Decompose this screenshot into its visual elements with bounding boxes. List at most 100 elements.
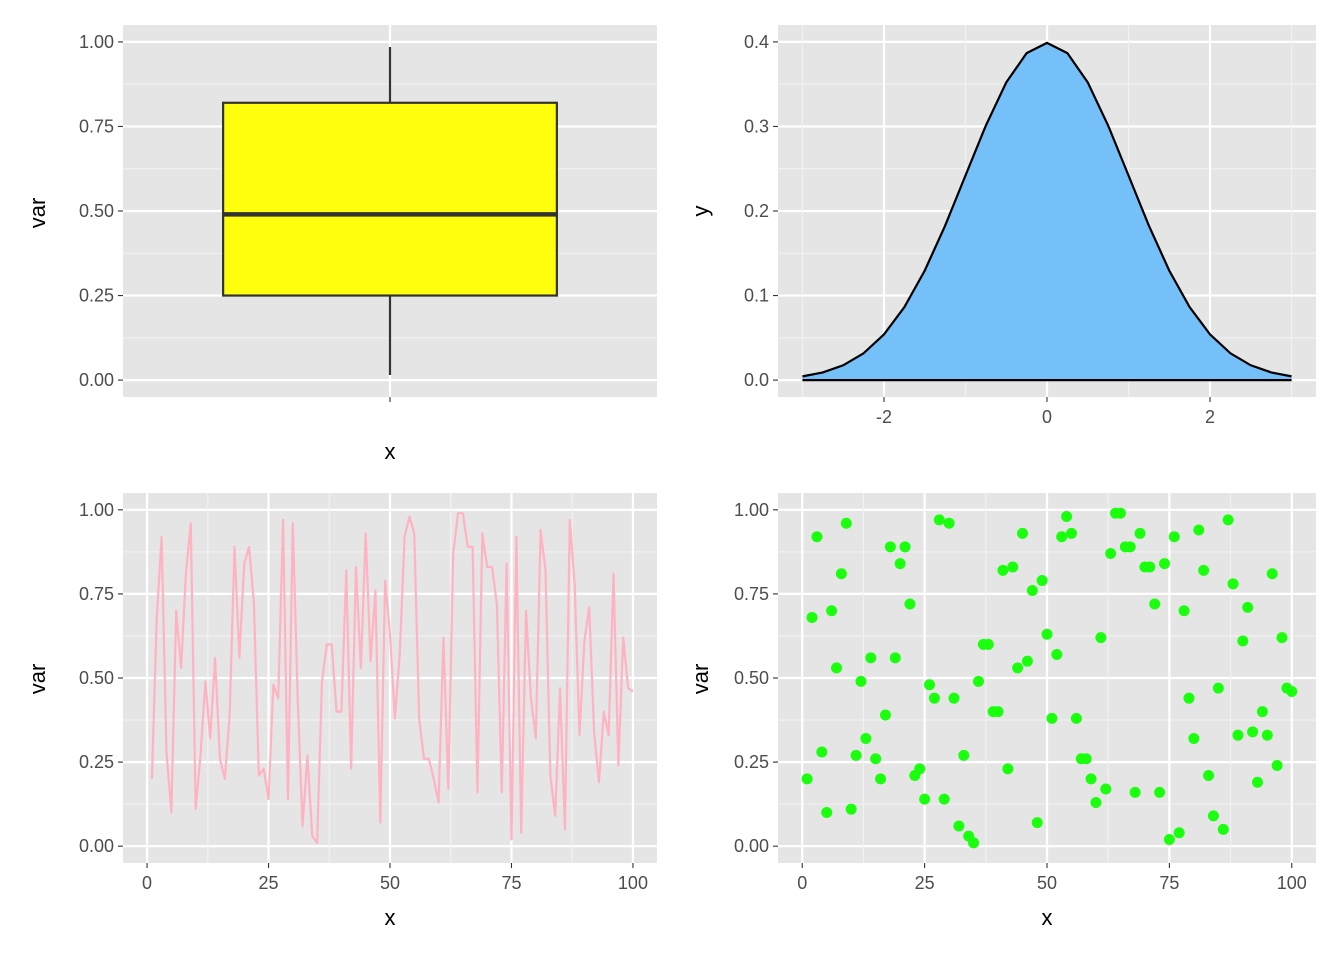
data-point — [850, 749, 862, 761]
x-tick-label: 0 — [1042, 407, 1052, 427]
y-tick-label: 1.00 — [79, 32, 114, 52]
data-point — [1114, 507, 1126, 519]
data-point — [1222, 514, 1234, 526]
x-tick-label: 2 — [1205, 407, 1215, 427]
data-point — [884, 541, 896, 553]
data-point — [1217, 823, 1229, 835]
data-point — [997, 564, 1009, 576]
data-point — [1090, 796, 1102, 808]
y-tick-label: 0.25 — [79, 752, 114, 772]
x-tick-label: 100 — [1277, 873, 1307, 893]
data-point — [1227, 578, 1239, 590]
data-point — [826, 605, 838, 617]
data-point — [899, 541, 911, 553]
x-tick-label: 75 — [501, 873, 521, 893]
data-point — [816, 746, 828, 758]
data-point — [1198, 564, 1210, 576]
chart-panel-1: 0.00 0.25 0.50 0.75 1.00 x var — [25, 25, 657, 464]
data-point — [1256, 706, 1268, 718]
y-axis-title: var — [25, 664, 50, 695]
data-point — [1100, 783, 1112, 795]
y-tick-label: 0.4 — [744, 32, 769, 52]
x-axis-title: x — [385, 439, 396, 464]
data-point — [1007, 561, 1019, 573]
series-line — [150, 512, 634, 844]
x-axis-title: x — [385, 905, 396, 930]
data-point — [1286, 685, 1298, 697]
x-tick-label: 0 — [797, 873, 807, 893]
data-point — [1158, 558, 1170, 570]
data-point — [855, 675, 867, 687]
data-point — [1276, 632, 1288, 644]
box-iqr — [222, 101, 558, 297]
data-point — [1266, 568, 1278, 580]
y-axis-title: var — [688, 664, 713, 695]
density-area — [802, 42, 1292, 381]
y-tick-label: 0.0 — [744, 370, 769, 390]
data-point — [1242, 601, 1254, 613]
data-point — [835, 568, 847, 580]
data-point — [1002, 763, 1014, 775]
data-point — [801, 773, 813, 785]
y-tick-label: 0.1 — [744, 286, 769, 306]
data-point — [894, 558, 906, 570]
y-tick-label: 0.00 — [734, 836, 769, 856]
x-tick-label: 50 — [380, 873, 400, 893]
data-point — [1168, 531, 1180, 543]
data-point — [904, 598, 916, 610]
y-tick-label: 0.50 — [79, 668, 114, 688]
data-point — [845, 803, 857, 815]
y-tick-label: 1.00 — [79, 500, 114, 520]
y-tick-label: 0.00 — [79, 836, 114, 856]
data-point — [1247, 726, 1259, 738]
data-point — [1080, 753, 1092, 765]
data-point — [928, 692, 940, 704]
y-tick-label: 0.75 — [79, 116, 114, 136]
data-point — [1237, 635, 1249, 647]
x-axis-title: x — [1042, 905, 1053, 930]
data-point — [982, 638, 994, 650]
data-point — [1188, 733, 1200, 745]
y-tick-label: 0.25 — [734, 752, 769, 772]
y-tick-label: 0.50 — [734, 668, 769, 688]
data-point — [1203, 770, 1215, 782]
data-point — [889, 652, 901, 664]
y-axis-title: var — [25, 198, 50, 229]
data-point — [1012, 662, 1024, 674]
data-point — [860, 733, 872, 745]
data-point — [1129, 786, 1141, 798]
data-point — [1036, 574, 1048, 586]
y-tick-label: 0.25 — [79, 286, 114, 306]
data-point — [821, 807, 833, 819]
data-point — [1026, 585, 1038, 597]
data-point — [1163, 833, 1175, 845]
data-point — [968, 837, 980, 849]
data-point — [1021, 655, 1033, 667]
data-point — [1173, 827, 1185, 839]
data-point — [870, 753, 882, 765]
data-point — [943, 517, 955, 529]
data-point — [1149, 598, 1161, 610]
data-point — [1183, 692, 1195, 704]
data-point — [972, 675, 984, 687]
x-tick-label: 0 — [142, 873, 152, 893]
data-point — [938, 793, 950, 805]
data-point — [1031, 817, 1043, 829]
data-point — [811, 531, 823, 543]
data-point — [1065, 527, 1077, 539]
data-point — [933, 514, 945, 526]
data-point — [1261, 729, 1273, 741]
data-point — [879, 709, 891, 721]
data-point — [1178, 605, 1190, 617]
x-tick-label: 25 — [259, 873, 279, 893]
data-point — [1070, 712, 1082, 724]
data-point — [1085, 773, 1097, 785]
data-point — [992, 706, 1004, 718]
data-point — [1271, 759, 1283, 771]
data-point — [806, 611, 818, 623]
y-tick-label: 0.75 — [79, 584, 114, 604]
data-point — [1144, 561, 1156, 573]
data-point — [1046, 712, 1058, 724]
data-point — [1212, 682, 1224, 694]
